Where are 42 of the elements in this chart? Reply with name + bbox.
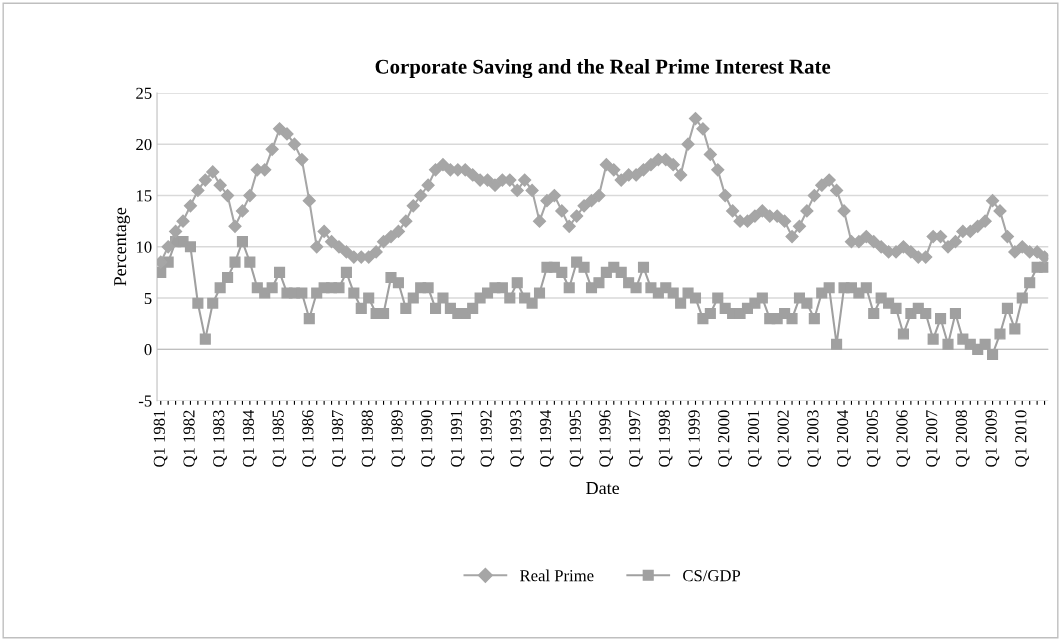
y-tick-label: 25: [136, 87, 152, 99]
x-tick-label: Q1 2003: [807, 410, 822, 467]
y-tick-label: 0: [144, 344, 152, 356]
y-tick-label: -5: [138, 395, 152, 407]
x-tick-label: Q1 1984: [242, 409, 257, 467]
x-tick-label: Q1 1986: [302, 410, 316, 467]
x-tick-label: Q1 2010: [1015, 410, 1029, 467]
x-tick-label: Q1 1993: [510, 410, 524, 467]
x-tick-label: Q1 1990: [421, 410, 435, 467]
x-tick-label: Q1 1992: [480, 410, 495, 467]
x-tick-label: Q1 1982: [183, 410, 198, 467]
x-tick-label: Q1 1987: [331, 410, 346, 467]
y-axis-title: Percentage: [114, 207, 130, 286]
legend-label: Real Prime: [520, 569, 594, 582]
x-tick-label: Q1 1988: [361, 410, 376, 467]
chart-title: Corporate Saving and the Real Prime Interest Rate: [375, 59, 831, 79]
y-tick-label: 20: [136, 138, 152, 151]
x-tick-label: Q1 1996: [599, 410, 614, 467]
x-tick-label: Q1 1997: [629, 410, 643, 467]
y-tick-label: 10: [136, 241, 152, 253]
y-tick-label: 5: [144, 292, 152, 305]
x-tick-label: Q1 1995: [569, 410, 584, 467]
x-tick-label: Q1 2006: [896, 410, 911, 467]
x-tick-label: Q1 1991: [450, 410, 465, 467]
x-tick-label: Q1 2000: [718, 410, 732, 467]
x-tick-label: Q1 1994: [539, 409, 554, 467]
x-tick-label: Q1 2004: [836, 409, 851, 467]
y-tick-label: 15: [136, 190, 152, 202]
x-tick-label: Q1 2007: [926, 410, 940, 467]
x-tick-label: Q1 2001: [747, 410, 762, 467]
x-axis-title: Date: [586, 482, 620, 495]
x-tick-label: Q1 1983: [213, 410, 227, 467]
x-tick-label: Q1 1999: [688, 410, 703, 467]
x-tick-label: Q1 2002: [777, 410, 792, 467]
x-tick-label: Q1 1981: [153, 410, 168, 467]
x-tick-label: Q1 2005: [866, 410, 881, 467]
x-tick-label: Q1 2009: [985, 410, 1000, 467]
legend-label: CS/GDP: [683, 570, 741, 582]
x-tick-label: Q1 1998: [658, 410, 673, 467]
x-tick-label: Q1 1989: [391, 410, 406, 467]
x-tick-label: Q1 2008: [955, 410, 970, 467]
x-tick-label: Q1 1985: [272, 410, 287, 467]
